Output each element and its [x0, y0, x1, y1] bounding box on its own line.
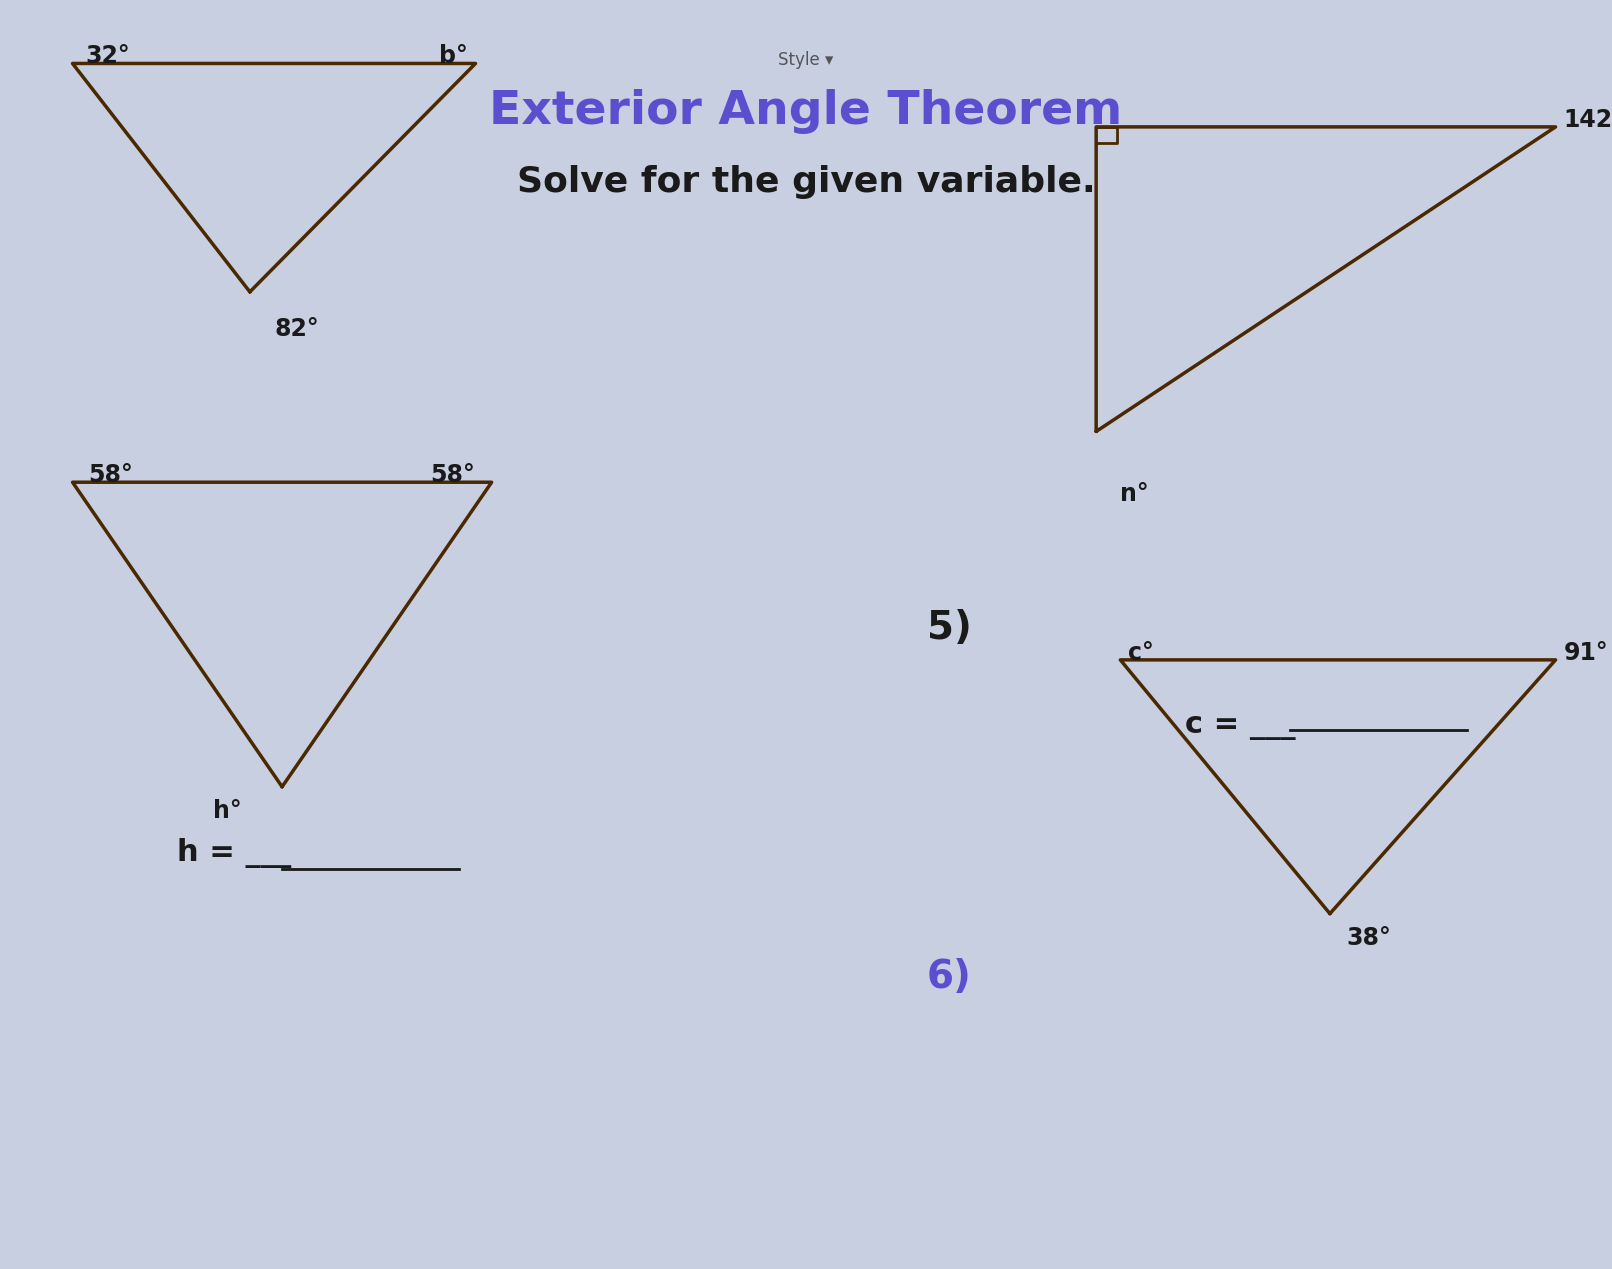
Text: 58°: 58°: [430, 463, 476, 487]
Text: c = ___: c = ___: [1185, 711, 1296, 740]
Text: 142°: 142°: [1564, 108, 1612, 132]
Text: b°: b°: [438, 44, 467, 69]
Text: Style ▾: Style ▾: [779, 51, 833, 69]
Text: 38°: 38°: [1346, 926, 1391, 950]
Text: 32°: 32°: [85, 44, 131, 69]
Text: h°: h°: [213, 799, 242, 824]
Text: 5): 5): [927, 609, 972, 647]
Text: n°: n°: [1120, 482, 1149, 506]
Text: h = ___: h = ___: [177, 838, 292, 868]
Text: c°: c°: [1128, 641, 1154, 665]
Text: 6): 6): [927, 958, 972, 996]
Text: 58°: 58°: [89, 463, 134, 487]
Text: Solve for the given variable.: Solve for the given variable.: [517, 165, 1095, 199]
Text: Exterior Angle Theorem: Exterior Angle Theorem: [490, 89, 1122, 133]
Text: 82°: 82°: [274, 317, 319, 341]
Text: 91°: 91°: [1564, 641, 1609, 665]
